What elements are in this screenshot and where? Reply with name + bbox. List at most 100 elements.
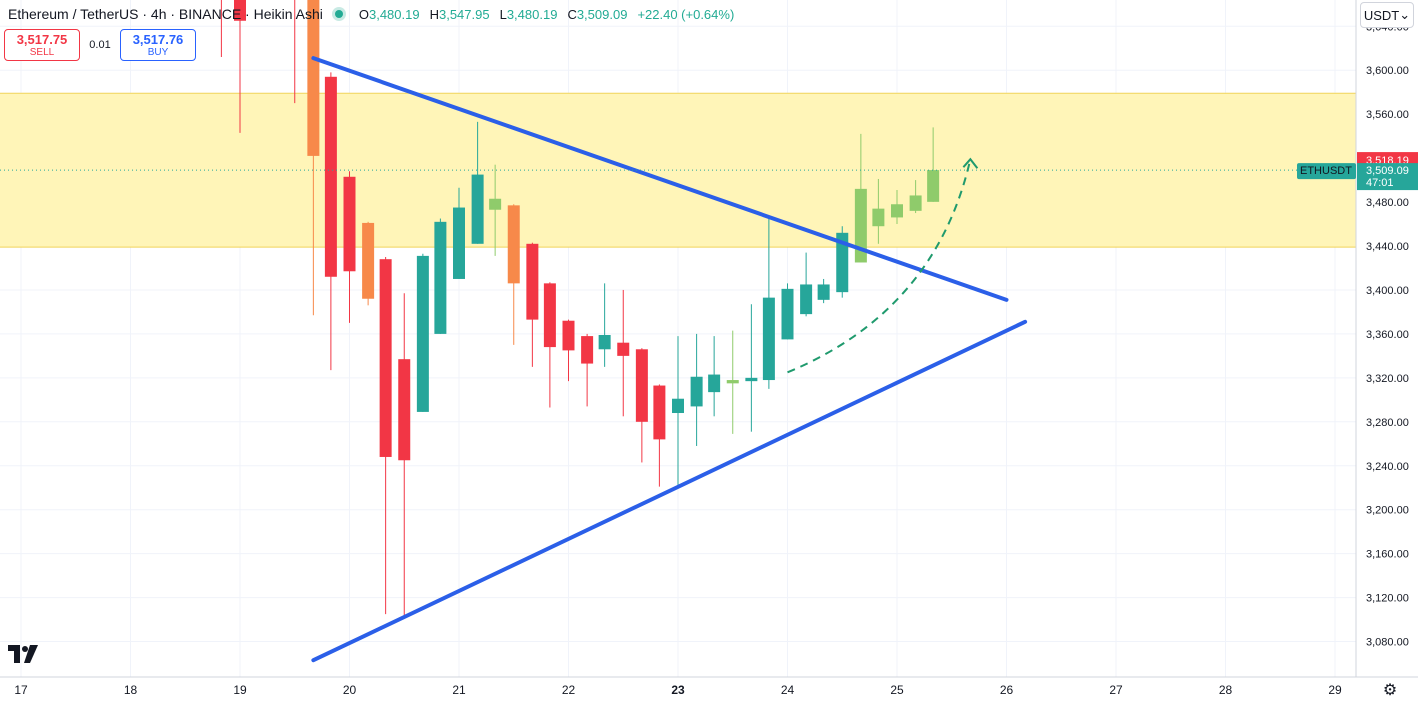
candle[interactable]: [234, 0, 246, 133]
projection-path[interactable]: [787, 158, 972, 374]
price-tick-label: 3,400.00: [1366, 285, 1409, 297]
time-tick-label: 22: [562, 683, 576, 697]
sell-price: 3,517.75: [16, 31, 68, 47]
candle-body: [489, 198, 502, 210]
price-tick-label: 3,440.00: [1366, 241, 1409, 253]
candle[interactable]: [872, 178, 885, 244]
trendlines[interactable]: [311, 56, 1028, 663]
candle[interactable]: [726, 330, 739, 434]
candle-body: [836, 232, 849, 293]
candle[interactable]: [708, 336, 721, 417]
candle[interactable]: [854, 133, 867, 263]
time-tick-label: 27: [1109, 683, 1123, 697]
candle[interactable]: [507, 204, 520, 345]
candle-body: [416, 255, 429, 412]
price-tick-label: 3,240.00: [1366, 461, 1409, 473]
candle[interactable]: [891, 189, 903, 225]
candle[interactable]: [817, 278, 830, 304]
candle[interactable]: [434, 218, 447, 334]
candle-body: [598, 334, 611, 350]
price-tick-label: 3,600.00: [1366, 65, 1409, 77]
time-tick-label: 21: [452, 683, 466, 697]
price-tick-label: 3,120.00: [1366, 593, 1409, 605]
candle-body: [762, 297, 775, 381]
candle[interactable]: [635, 348, 648, 463]
candle[interactable]: [927, 127, 940, 202]
candle[interactable]: [289, 0, 301, 104]
candle[interactable]: [653, 384, 666, 487]
time-axis[interactable]: 17 18 19 20 21 22 23 24 25 26 27 28 29: [0, 676, 1418, 705]
projection-arrowhead[interactable]: [962, 157, 979, 169]
candle[interactable]: [526, 242, 539, 367]
candle-body: [234, 0, 246, 21]
candle[interactable]: [690, 333, 703, 446]
candle-body: [507, 205, 520, 284]
currency-selector[interactable]: USDT ⌄: [1360, 2, 1414, 28]
candle-body: [800, 284, 813, 315]
tradingview-logo-icon[interactable]: [8, 645, 40, 669]
candle-body: [562, 320, 575, 351]
candle-body: [690, 376, 703, 407]
price-tick-label: 3,280.00: [1366, 417, 1409, 429]
candle-body: [817, 284, 830, 300]
symbol-tag: ETHUSDT: [1300, 165, 1352, 177]
buy-button[interactable]: 3,517.76 BUY: [120, 29, 196, 61]
candle[interactable]: [617, 289, 630, 417]
price-tick-label: 3,560.00: [1366, 109, 1409, 121]
candle[interactable]: [581, 333, 594, 407]
candle[interactable]: [489, 164, 502, 256]
sell-button[interactable]: 3,517.75 SELL: [4, 29, 80, 61]
candle[interactable]: [781, 283, 794, 340]
candle-body: [891, 204, 903, 218]
candle[interactable]: [745, 304, 758, 432]
ohlc-close: C3,509.09: [567, 6, 628, 22]
candle[interactable]: [398, 293, 411, 617]
candle[interactable]: [379, 256, 392, 615]
candle-body: [398, 359, 411, 461]
support-trendline[interactable]: [311, 319, 1028, 663]
candle[interactable]: [598, 283, 611, 367]
candle[interactable]: [416, 253, 429, 412]
candle-body: [909, 195, 922, 211]
chevron-down-icon: ⌄: [1399, 7, 1411, 22]
settings-gear-icon[interactable]: ⚙: [1382, 682, 1398, 699]
candle[interactable]: [215, 0, 227, 58]
buy-price: 3,517.76: [132, 31, 184, 47]
sell-label: SELL: [29, 46, 55, 58]
candle-body: [726, 380, 739, 384]
ohlc-low: L3,480.19: [499, 6, 558, 22]
symbol-title[interactable]: Ethereum / TetherUS · 4h · BINANCE · Hei…: [8, 6, 323, 22]
candle[interactable]: [672, 336, 684, 488]
candle[interactable]: [343, 171, 356, 323]
bar-countdown-label: 47:01: [1366, 177, 1394, 189]
candle[interactable]: [453, 187, 465, 279]
candle-body: [708, 374, 721, 393]
candle-body: [617, 342, 630, 356]
time-tick-label: 26: [1000, 683, 1014, 697]
candle[interactable]: [836, 226, 849, 298]
candles[interactable]: [215, 0, 940, 617]
candle[interactable]: [324, 72, 337, 371]
price-axis-bg: [1356, 0, 1418, 677]
time-tick-label: 29: [1328, 683, 1342, 697]
candle[interactable]: [543, 282, 556, 408]
symbol-tag-bg: [1297, 163, 1356, 180]
candle-body: [343, 176, 356, 272]
candle[interactable]: [909, 180, 922, 214]
price-tick-label: 3,360.00: [1366, 329, 1409, 341]
time-tick-label: 20: [343, 683, 357, 697]
candle-body: [635, 349, 648, 422]
candle[interactable]: [762, 218, 775, 389]
candle[interactable]: [471, 121, 484, 244]
candle-body: [526, 243, 539, 320]
candle[interactable]: [562, 319, 575, 382]
candle-body: [745, 377, 758, 382]
candle[interactable]: [800, 252, 813, 317]
time-axis-bg: [0, 677, 1418, 705]
time-tick-label: 28: [1219, 683, 1233, 697]
resistance-trendline[interactable]: [311, 56, 1009, 302]
candle[interactable]: [362, 221, 375, 306]
candle[interactable]: [307, 0, 320, 316]
